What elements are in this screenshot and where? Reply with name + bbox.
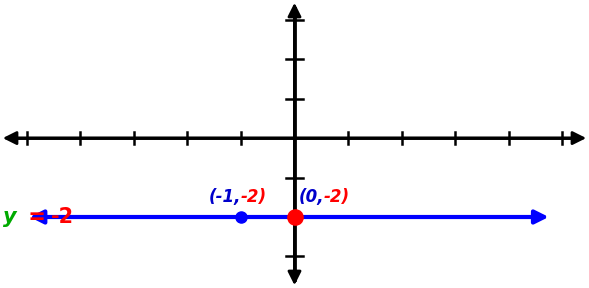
Text: -2: -2 xyxy=(51,207,74,227)
Text: y: y xyxy=(3,207,16,227)
Text: -2): -2) xyxy=(241,188,267,206)
Text: -2): -2) xyxy=(324,188,350,206)
Text: (0,: (0, xyxy=(299,188,325,206)
Text: =: = xyxy=(21,207,54,227)
Text: (-1,: (-1, xyxy=(209,188,241,206)
